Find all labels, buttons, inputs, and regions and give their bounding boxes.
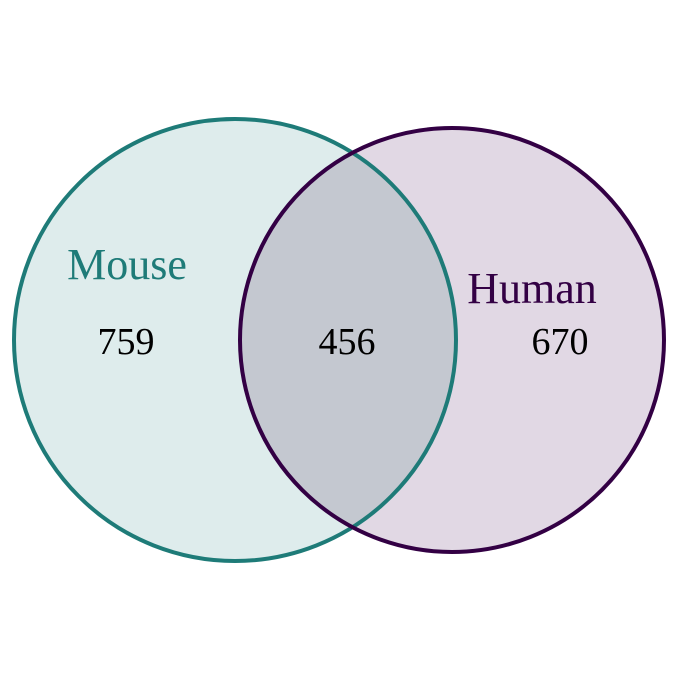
intersection-region	[240, 128, 456, 552]
mouse-only-count: 759	[98, 321, 155, 363]
human-set-label: Human	[467, 264, 597, 313]
intersection-count: 456	[319, 321, 376, 363]
human-circle-outline	[238, 126, 666, 554]
mouse-circle-outline	[12, 117, 458, 563]
mouse-set-label: Mouse	[67, 240, 187, 289]
human-only-count: 670	[532, 321, 589, 363]
